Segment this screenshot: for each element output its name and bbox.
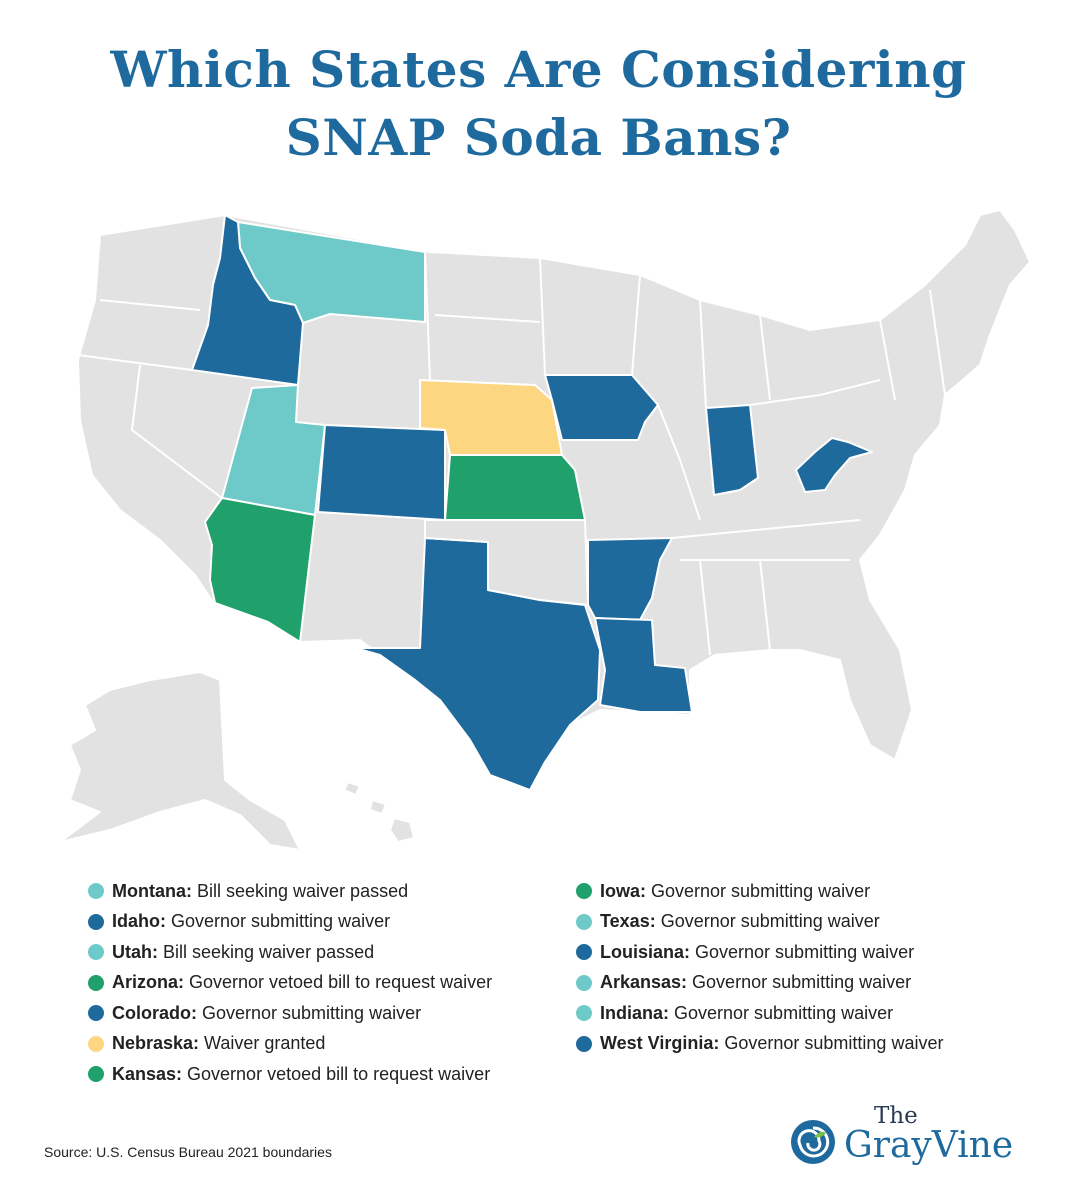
legend-item: Arkansas: Governor submitting waiver	[576, 968, 943, 999]
legend-item: Louisiana: Governor submitting waiver	[576, 937, 943, 968]
legend-state-name: Iowa:	[600, 880, 647, 901]
brand-logo-block: The GrayVine	[788, 1103, 1048, 1173]
legend-item: Montana: Bill seeking waiver passed	[88, 876, 492, 907]
state-colorado	[317, 424, 446, 521]
legend-item: Texas: Governor submitting waiver	[576, 907, 943, 938]
legend-status-text: Bill seeking waiver passed	[197, 880, 409, 901]
page-title-line-1: Which States Are Considering	[110, 40, 967, 99]
legend-left-column: Montana: Bill seeking waiver passed Idaho:…	[88, 876, 492, 1090]
legend-status-text: Governor vetoed bill to request waiver	[187, 1063, 491, 1084]
state-iowa	[544, 374, 659, 441]
state-oklahoma	[424, 519, 589, 606]
legend-color-dot	[88, 1035, 104, 1052]
state-arkansas	[587, 537, 673, 621]
legend-status-text: Governor submitting waiver	[724, 1033, 944, 1054]
legend-status-text: Governor submitting waiver	[202, 1002, 422, 1023]
legend-status-text: Waiver granted	[204, 1033, 326, 1054]
legend-color-dot	[576, 1035, 592, 1052]
state-louisiana	[594, 617, 693, 713]
legend-item: Indiana: Governor submitting waiver	[576, 998, 943, 1029]
state-kansas	[444, 454, 586, 521]
legend-state-name: Idaho:	[112, 911, 166, 932]
legend-status-text: Governor submitting waiver	[651, 880, 871, 901]
legend-item: Arizona: Governor vetoed bill to request …	[88, 968, 492, 999]
legend-state-name: Utah:	[112, 941, 158, 962]
legend-status-text: Governor vetoed bill to request waiver	[189, 972, 493, 993]
legend-color-dot	[88, 974, 104, 991]
state-indiana	[705, 404, 759, 496]
legend-color-dot	[576, 883, 592, 900]
legend-state-name: Louisiana:	[600, 941, 691, 962]
legend-right-column: Iowa: Governor submitting waiver Texas: Gov…	[576, 876, 943, 1059]
legend-color-dot	[88, 883, 104, 900]
state-west-virginia	[795, 437, 873, 493]
legend-color-dot	[88, 913, 104, 930]
legend-item: West Virginia: Governor submitting waiver	[576, 1029, 943, 1060]
source-note: Source: U.S. Census Bureau 2021 boundari…	[44, 1144, 332, 1160]
legend-item: Iowa: Governor submitting waiver	[576, 876, 943, 907]
legend-color-dot	[88, 1005, 104, 1022]
hawaii	[343, 781, 415, 843]
legend-status-text: Governor submitting waiver	[692, 972, 912, 993]
legend-status-text: Governor submitting waiver	[660, 911, 880, 932]
page-title-line-2: SNAP Soda Bans?	[285, 108, 792, 167]
legend-item: Nebraska: Waiver granted	[88, 1029, 492, 1060]
legend-color-dot	[88, 1066, 104, 1083]
brand-the-text: The	[874, 1103, 918, 1129]
legend-color-dot	[576, 974, 592, 991]
legend-state-name: Montana:	[112, 880, 192, 901]
legend-state-name: Colorado:	[112, 1002, 197, 1023]
state-boundary-lines	[77, 251, 946, 656]
brand-name-text: GrayVine	[844, 1125, 1014, 1166]
legend-state-name: Arizona:	[112, 972, 184, 993]
legend-color-dot	[576, 1005, 592, 1022]
state-idaho	[191, 214, 304, 386]
legend-item: Idaho: Governor submitting waiver	[88, 907, 492, 938]
legend-color-dot	[576, 944, 592, 961]
legend-status-text: Bill seeking waiver passed	[163, 941, 375, 962]
spiral-logo-icon	[791, 1120, 835, 1164]
legend-state-name: Texas:	[600, 911, 656, 932]
legend-state-name: West Virginia:	[600, 1033, 720, 1054]
alaska	[59, 671, 301, 851]
legend-status-text: Governor submitting waiver	[171, 911, 391, 932]
legend-state-name: Nebraska:	[112, 1033, 200, 1054]
legend-item: Utah: Bill seeking waiver passed	[88, 937, 492, 968]
state-arizona	[204, 497, 316, 643]
legend-state-name: Kansas:	[112, 1063, 183, 1084]
legend-item: Colorado: Governor submitting waiver	[88, 998, 492, 1029]
legend-color-dot	[88, 944, 104, 961]
legend-state-name: Arkansas:	[600, 972, 688, 993]
legend-status-text: Governor submitting waiver	[674, 1002, 894, 1023]
legend-status-text: Governor submitting waiver	[695, 941, 915, 962]
legend-item: Kansas: Governor vetoed bill to request w…	[88, 1059, 492, 1090]
legend-state-name: Indiana:	[600, 1002, 670, 1023]
legend-color-dot	[576, 913, 592, 930]
us-map	[59, 209, 1031, 851]
